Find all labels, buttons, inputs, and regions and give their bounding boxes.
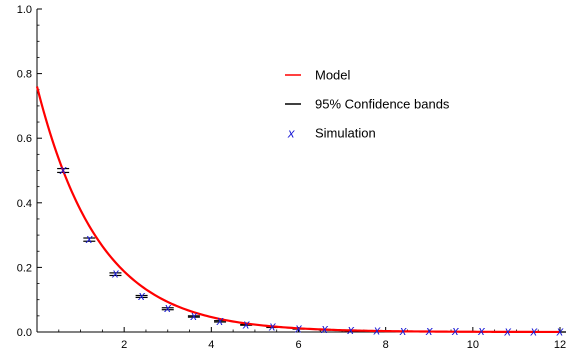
simulation-point: x bbox=[242, 316, 250, 331]
simulation-point: x bbox=[164, 300, 172, 315]
y-tick-label: 1.0 bbox=[17, 4, 32, 16]
simulation-point: x bbox=[137, 288, 145, 303]
simulation-point: x bbox=[85, 231, 93, 246]
x-tick-label: 10 bbox=[467, 339, 479, 351]
simulation-point: x bbox=[503, 324, 511, 339]
x-tick-label: 12 bbox=[554, 339, 566, 351]
axis-ticks: 0.0 0.2 0.4 0.6 0.8 1.0 2 4 6 8 10 12 bbox=[17, 4, 566, 351]
y-tick-label: 0.2 bbox=[17, 262, 32, 274]
y-tick-label: 0.4 bbox=[17, 198, 32, 210]
axes bbox=[36, 9, 560, 333]
x-tick-label: 4 bbox=[208, 339, 214, 351]
simulation-point: x bbox=[425, 323, 433, 338]
simulation-point: x bbox=[347, 322, 355, 337]
model-curve bbox=[35, 86, 560, 334]
simulation-point: x bbox=[59, 162, 67, 177]
simulation-point: x bbox=[268, 319, 276, 334]
simulation-point: x bbox=[373, 323, 381, 338]
y-tick-label: 0.6 bbox=[17, 133, 32, 145]
x-tick-label: 6 bbox=[295, 339, 301, 351]
simulation-point: x bbox=[530, 324, 538, 339]
legend-bands-label: 95% Confidence bands bbox=[315, 97, 450, 112]
y-tick-label: 0.0 bbox=[17, 327, 32, 339]
x-tick-label: 2 bbox=[121, 339, 127, 351]
simulation-point: x bbox=[477, 323, 485, 338]
simulation-point: x bbox=[111, 266, 119, 281]
simulation-points: x x x x x x x x x x x x x x x x x x x x bbox=[59, 162, 564, 339]
simulation-point: x bbox=[320, 321, 328, 336]
legend-simulation-label: Simulation bbox=[315, 126, 376, 141]
simulation-point: x bbox=[556, 324, 564, 339]
legend-simulation-marker: x bbox=[287, 126, 295, 141]
legend-model-label: Model bbox=[315, 68, 351, 83]
y-tick-label: 0.8 bbox=[17, 69, 32, 81]
simulation-point: x bbox=[190, 308, 198, 323]
simulation-point: x bbox=[451, 323, 459, 338]
legend: Model 95% Confidence bands x Simulation bbox=[285, 68, 450, 141]
simulation-point: x bbox=[399, 323, 407, 338]
simulation-point: x bbox=[294, 320, 302, 335]
simulation-point: x bbox=[216, 313, 224, 328]
confidence-bands bbox=[57, 167, 566, 333]
x-tick-label: 8 bbox=[383, 339, 389, 351]
